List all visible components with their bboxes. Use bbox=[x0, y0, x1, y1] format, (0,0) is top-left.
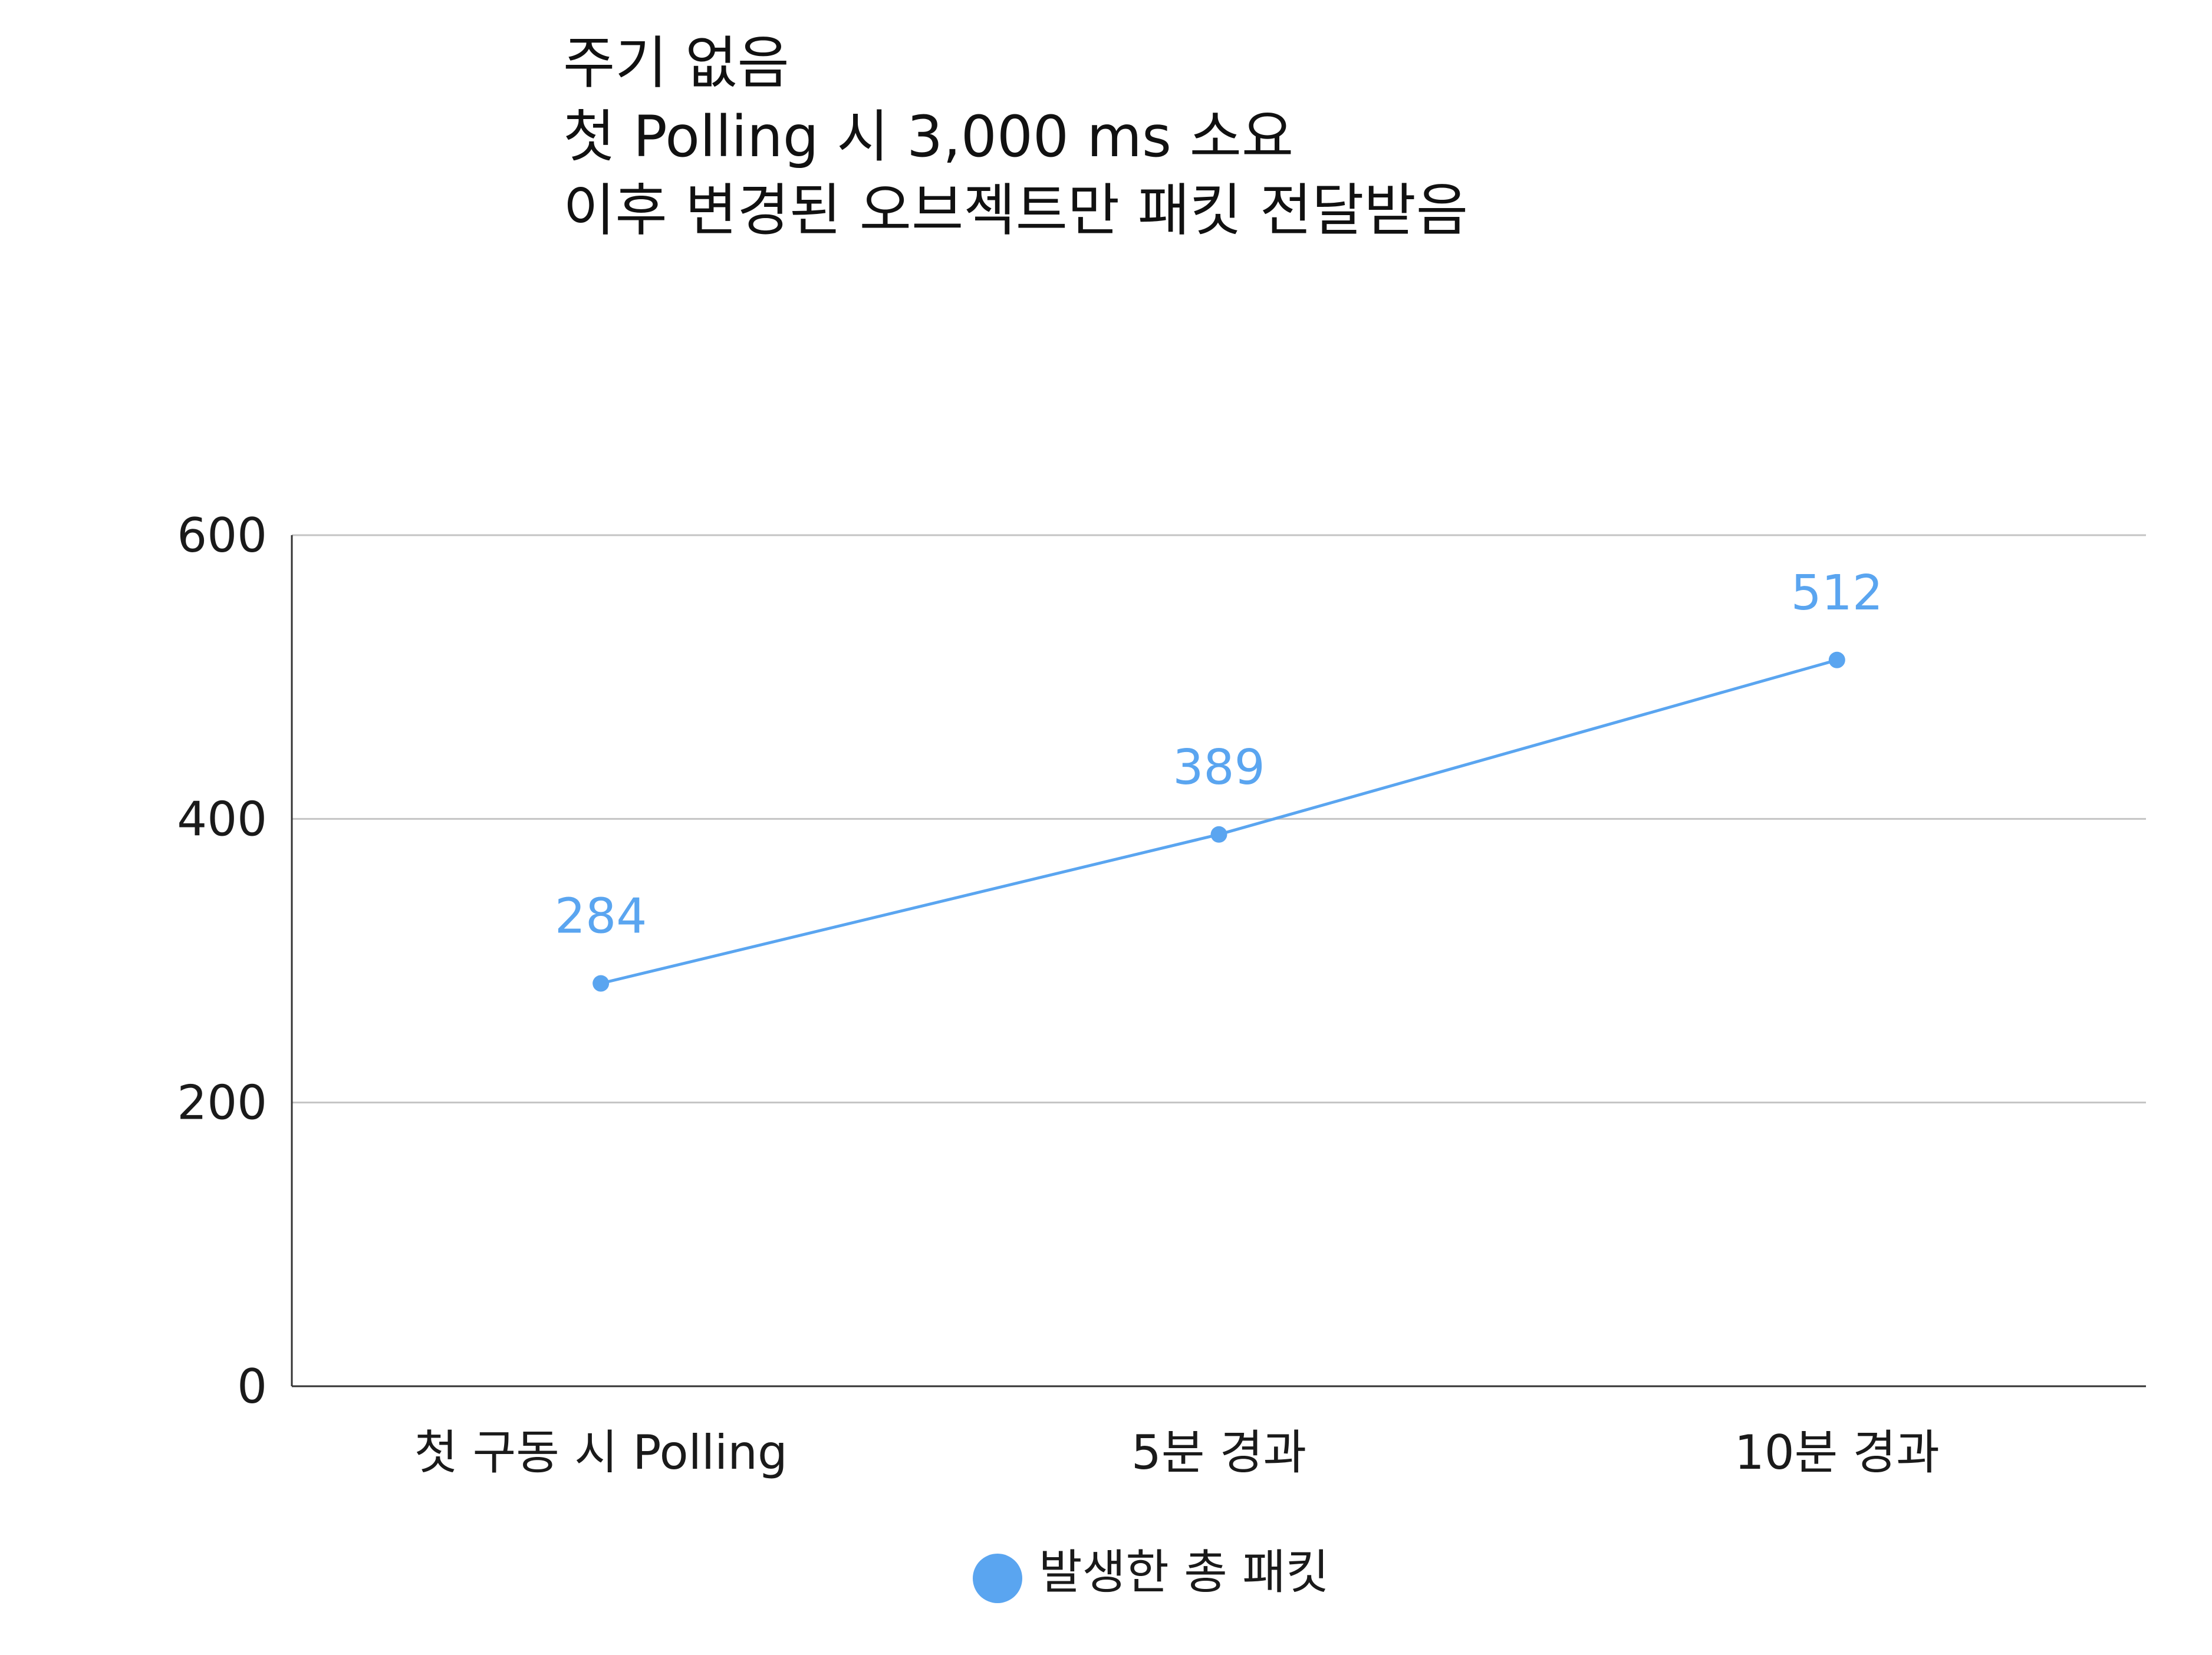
title-line-3: 이후 변경된 오브젝트만 패킷 전달받음 bbox=[563, 177, 1468, 243]
data-point-2 bbox=[1210, 826, 1227, 843]
data-label-2: 389 bbox=[1173, 740, 1265, 796]
legend-marker bbox=[973, 1554, 1022, 1603]
legend-label: 발생한 총 패킷 bbox=[1039, 1545, 1329, 1600]
y-tick-label-200: 200 bbox=[177, 1076, 267, 1130]
series-line-group: 284 389 512 bbox=[555, 565, 1883, 992]
title-line-1: 주기 없음 bbox=[563, 30, 789, 96]
x-axis-category-labels: 첫 구동 시 Polling 5분 경과 10분 경과 bbox=[414, 1425, 1940, 1480]
chart-title: 주기 없음 첫 Polling 시 3,000 ms 소요 이후 변경된 오브젝… bbox=[563, 30, 1468, 243]
axes bbox=[291, 535, 2146, 1387]
series-line-1 bbox=[600, 658, 1838, 985]
data-label-1: 284 bbox=[555, 889, 647, 945]
x-category-label-2: 5분 경과 bbox=[1131, 1425, 1306, 1480]
data-point-1 bbox=[592, 975, 610, 992]
y-tick-label-400: 400 bbox=[177, 792, 267, 846]
y-axis-tick-labels: 0 200 400 600 bbox=[177, 508, 267, 1414]
y-tick-label-0: 0 bbox=[237, 1359, 267, 1414]
y-tick-label-600: 600 bbox=[177, 508, 267, 563]
legend: 발생한 총 패킷 bbox=[973, 1545, 1329, 1603]
data-label-3: 512 bbox=[1791, 565, 1884, 621]
x-category-label-3: 10분 경과 bbox=[1734, 1425, 1940, 1480]
x-category-label-1: 첫 구동 시 Polling bbox=[414, 1425, 788, 1480]
gridlines bbox=[292, 534, 2146, 1104]
data-point-3 bbox=[1828, 651, 1845, 668]
title-line-2: 첫 Polling 시 3,000 ms 소요 bbox=[563, 104, 1293, 170]
